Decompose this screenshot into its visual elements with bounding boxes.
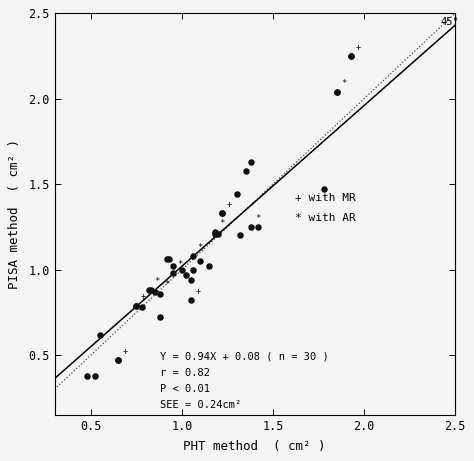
Point — [237, 232, 244, 239]
Point — [187, 297, 195, 304]
Text: SEE = 0.24cm²: SEE = 0.24cm² — [160, 400, 241, 410]
Text: *: * — [177, 260, 183, 269]
Text: +: + — [196, 287, 201, 296]
Text: *: * — [154, 277, 159, 286]
Text: +: + — [356, 43, 361, 52]
Point — [133, 302, 140, 309]
Text: P < 0.01: P < 0.01 — [160, 384, 210, 394]
Point — [156, 290, 164, 297]
Point — [138, 303, 146, 311]
Point — [211, 230, 219, 237]
Point — [133, 302, 140, 309]
Point — [147, 286, 155, 294]
Point — [151, 288, 158, 296]
Text: * with AR: * with AR — [295, 213, 356, 224]
Point — [218, 210, 226, 217]
Point — [333, 88, 340, 95]
Point — [218, 210, 226, 217]
Text: *: * — [197, 242, 203, 252]
Text: *: * — [164, 280, 170, 289]
Point — [114, 356, 122, 364]
Point — [91, 372, 98, 379]
Point — [165, 256, 173, 263]
Point — [320, 186, 328, 193]
Point — [156, 314, 164, 321]
Text: *: * — [255, 213, 261, 223]
Point — [242, 167, 249, 174]
Point — [233, 191, 240, 198]
Point — [247, 158, 255, 165]
Point — [247, 223, 255, 230]
Point — [255, 223, 262, 230]
X-axis label: PHT method  ( cm² ): PHT method ( cm² ) — [183, 440, 326, 453]
Point — [333, 88, 340, 95]
Point — [146, 286, 153, 294]
Point — [347, 53, 355, 60]
Point — [83, 372, 91, 379]
Point — [211, 228, 219, 236]
Point — [205, 262, 213, 270]
Text: +: + — [141, 292, 146, 301]
Text: +: + — [227, 200, 231, 209]
Text: r = 0.82: r = 0.82 — [160, 368, 210, 378]
Text: 45°: 45° — [440, 17, 459, 27]
Point — [178, 266, 186, 273]
Point — [169, 262, 177, 270]
Point — [114, 356, 122, 364]
Text: *: * — [341, 79, 346, 88]
Point — [215, 230, 222, 237]
Point — [189, 266, 197, 273]
Text: *: * — [219, 219, 225, 228]
Point — [182, 271, 190, 278]
Point — [347, 53, 355, 60]
Text: Y = 0.94X + 0.08 ( n = 30 ): Y = 0.94X + 0.08 ( n = 30 ) — [160, 352, 329, 361]
Point — [96, 331, 104, 338]
Point — [189, 252, 197, 260]
Text: +: + — [123, 347, 128, 356]
Point — [169, 269, 177, 277]
Text: + with MR: + with MR — [295, 193, 356, 203]
Point — [187, 276, 195, 284]
Point — [164, 256, 171, 263]
Point — [196, 257, 204, 265]
Y-axis label: PISA method  ( cm² ): PISA method ( cm² ) — [9, 139, 21, 289]
